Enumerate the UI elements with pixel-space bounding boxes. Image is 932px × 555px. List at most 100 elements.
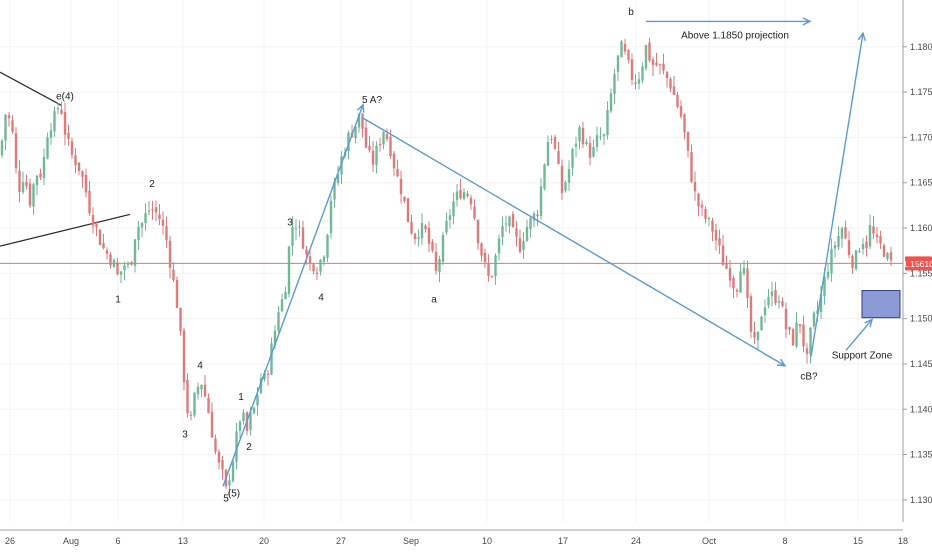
candle-body bbox=[109, 254, 112, 266]
candle-body bbox=[406, 198, 410, 222]
arrow-line bbox=[361, 116, 786, 367]
candle-body bbox=[119, 271, 123, 275]
candle-body bbox=[56, 108, 60, 110]
candle-body bbox=[497, 238, 501, 254]
candle-body bbox=[704, 208, 707, 219]
support-zone-box[interactable] bbox=[861, 290, 901, 319]
candle-body bbox=[329, 200, 333, 234]
candle-body bbox=[168, 240, 172, 268]
candle-body bbox=[483, 252, 487, 263]
candle-body bbox=[305, 249, 308, 255]
candle-body bbox=[18, 170, 21, 192]
support-zone[interactable] bbox=[861, 290, 901, 319]
candle-body bbox=[242, 412, 245, 421]
wave-label: 4 bbox=[318, 293, 324, 304]
candle-body bbox=[459, 189, 462, 199]
candle-body bbox=[735, 289, 739, 292]
x-tick-label: 20 bbox=[259, 536, 269, 546]
gridlines bbox=[0, 0, 904, 522]
arrow-line bbox=[222, 104, 364, 487]
trendline bbox=[0, 213, 131, 247]
candle-body bbox=[672, 86, 676, 95]
candle-body bbox=[630, 59, 634, 81]
candle-body bbox=[767, 297, 770, 306]
candle-body bbox=[658, 64, 662, 66]
candle-body bbox=[210, 411, 214, 438]
x-tick-label: 24 bbox=[631, 536, 641, 546]
wave-label: 5 A? bbox=[362, 95, 382, 106]
candle-body bbox=[592, 147, 595, 157]
candle-body bbox=[784, 308, 788, 329]
arrow-line bbox=[810, 33, 864, 357]
candle-body bbox=[753, 332, 756, 338]
candle-body bbox=[137, 227, 140, 241]
candle-body bbox=[550, 139, 553, 141]
candle-body bbox=[585, 141, 588, 144]
candle-body bbox=[270, 343, 273, 375]
candle-body bbox=[266, 373, 270, 375]
candle-body bbox=[858, 251, 861, 253]
candle-body bbox=[301, 227, 305, 249]
candle-body bbox=[319, 259, 322, 272]
candle-body bbox=[620, 41, 623, 58]
candle-body bbox=[116, 262, 119, 275]
candle-body bbox=[298, 226, 301, 228]
candle-body bbox=[452, 201, 455, 217]
candle-body bbox=[182, 330, 186, 383]
candle-body bbox=[196, 386, 200, 395]
candle-body bbox=[333, 181, 336, 200]
candle-body bbox=[263, 373, 266, 380]
candle-body bbox=[203, 384, 207, 397]
y-tick-label: 1.17000 bbox=[910, 132, 932, 142]
candle-body bbox=[427, 227, 431, 244]
candle-body bbox=[259, 378, 263, 394]
candle-body bbox=[840, 228, 844, 239]
wave-label: (5) bbox=[228, 488, 240, 499]
candle-body bbox=[522, 241, 525, 251]
y-axis[interactable]: 1.13000 1.13500 1.14000 1.14500 1.15000 1.155… bbox=[903, 42, 932, 505]
candle-body bbox=[368, 145, 371, 151]
candle-body bbox=[0, 140, 4, 156]
y-tick-label: 1.16500 bbox=[910, 178, 932, 188]
candle-body bbox=[144, 213, 147, 224]
candle-body bbox=[193, 392, 196, 416]
candle-body bbox=[4, 114, 7, 141]
candle-body bbox=[851, 255, 854, 268]
candle-body bbox=[357, 113, 361, 128]
candle-body bbox=[14, 133, 18, 169]
candle-body bbox=[637, 79, 641, 84]
projection-arrows bbox=[222, 17, 874, 487]
candle-body bbox=[872, 226, 875, 234]
candle-body bbox=[21, 182, 25, 193]
candle-body bbox=[238, 421, 242, 432]
candle-body bbox=[879, 235, 882, 244]
candle-body bbox=[315, 272, 319, 275]
candle-body bbox=[854, 250, 858, 269]
plot-background bbox=[0, 0, 903, 522]
candle-body bbox=[539, 186, 543, 217]
candle-body bbox=[217, 451, 221, 463]
candle-body bbox=[63, 112, 67, 135]
x-tick-label: 27 bbox=[336, 536, 346, 546]
candle-body bbox=[284, 291, 287, 300]
candle-body bbox=[81, 171, 84, 177]
price-badge: 1.15610 bbox=[903, 256, 932, 271]
candle-body bbox=[557, 150, 560, 164]
candle-body bbox=[469, 197, 473, 205]
candle-body bbox=[165, 226, 168, 241]
x-tick-label: 8 bbox=[782, 536, 787, 546]
candle-body bbox=[308, 256, 312, 263]
candle-body bbox=[560, 165, 564, 193]
candle-body bbox=[424, 225, 427, 230]
candle-body bbox=[532, 213, 536, 221]
candle-body bbox=[462, 192, 466, 199]
candle-body bbox=[455, 191, 459, 201]
candle-body bbox=[651, 59, 655, 66]
x-axis[interactable]: 26 Aug 6 13 20 27 Sep 10 17 24 Oct 8 15 18 bbox=[5, 536, 908, 546]
candle-body bbox=[742, 267, 746, 274]
candle-body bbox=[616, 55, 620, 72]
candle-body bbox=[11, 120, 14, 132]
candle-body bbox=[200, 385, 203, 390]
